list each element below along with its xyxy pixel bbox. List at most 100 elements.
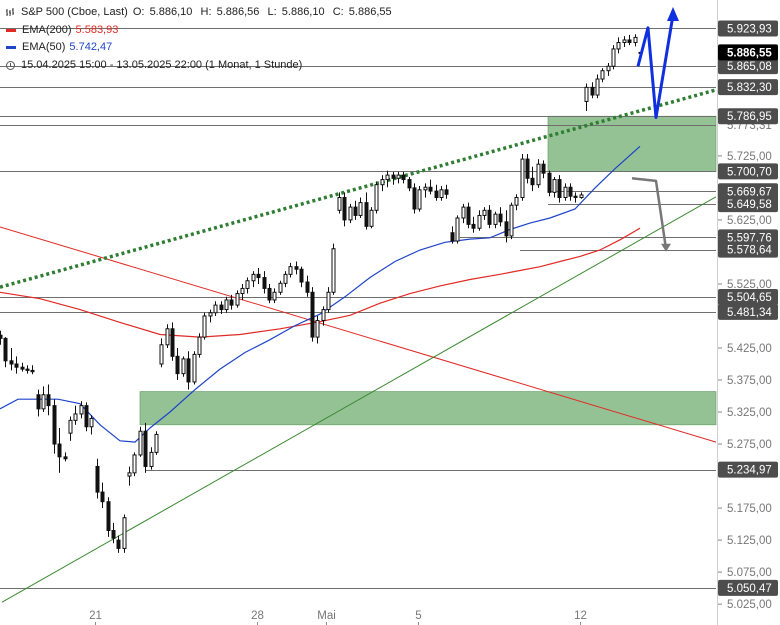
level-tag-bg xyxy=(718,461,778,478)
level-tag-bg xyxy=(718,288,778,305)
candle xyxy=(461,203,466,224)
candle xyxy=(541,160,546,179)
candle xyxy=(493,211,498,229)
candle xyxy=(36,389,41,417)
candle xyxy=(46,384,51,416)
candle-body xyxy=(256,273,261,279)
ema50-swatch xyxy=(6,46,16,50)
candle-body xyxy=(229,299,234,306)
level-tag: 5.504,65 xyxy=(718,288,778,305)
level-tag-text: 5.481,34 xyxy=(727,307,772,319)
candle xyxy=(396,171,401,184)
candle xyxy=(595,74,600,99)
zones-layer xyxy=(139,115,717,426)
candle-body xyxy=(278,282,283,293)
low-label: L: xyxy=(267,6,277,18)
candle xyxy=(132,452,137,477)
candle-body xyxy=(616,42,621,50)
ema200-swatch xyxy=(6,28,16,32)
candle-body xyxy=(288,266,293,275)
candle xyxy=(520,153,525,201)
candle-body xyxy=(471,223,476,229)
candle xyxy=(116,535,121,553)
candle-body xyxy=(46,394,51,407)
candle xyxy=(267,283,272,304)
candle xyxy=(68,416,73,441)
ema200-value: 5.583,93 xyxy=(75,23,119,36)
price-tick-label: 5.175,00 xyxy=(727,503,772,515)
candle xyxy=(310,287,315,342)
candle-body xyxy=(305,281,310,293)
candle xyxy=(600,68,605,83)
candle xyxy=(471,216,476,233)
candle-body xyxy=(482,209,487,216)
candle xyxy=(30,365,35,375)
candle-body xyxy=(175,355,180,375)
candle-body xyxy=(466,206,471,225)
level-tag: 5.700,70 xyxy=(718,163,778,180)
candle-body xyxy=(95,465,100,493)
candle xyxy=(428,179,433,195)
close-value: 5.886,55 xyxy=(348,6,392,18)
candle-body xyxy=(536,163,541,186)
candle-body xyxy=(401,174,406,181)
candle xyxy=(229,294,234,310)
candle xyxy=(111,522,116,544)
candle xyxy=(353,200,358,220)
candle xyxy=(106,497,111,537)
ema50-value: 5.742,47 xyxy=(69,41,113,53)
level-tag-text: 5.597,76 xyxy=(727,232,772,244)
price-axis[interactable]: 5.725,00 5.625,00 5.525,00 5.425,00 5.375,00… xyxy=(717,0,779,625)
level-tag: 5.597,76 xyxy=(718,229,778,246)
candle-body xyxy=(434,190,439,199)
candle xyxy=(611,45,616,70)
time-axis[interactable]: 21 28 Mai 5 12 xyxy=(89,610,587,625)
bullish-arrow-head xyxy=(667,6,679,21)
support-resistance-zone xyxy=(547,115,717,172)
low-value: 5.886,10 xyxy=(281,6,325,18)
candle xyxy=(127,466,132,486)
candle-body xyxy=(63,456,68,460)
candle-body xyxy=(627,39,632,44)
price-tick-label: 5.425,00 xyxy=(727,343,772,355)
candle-body xyxy=(396,174,401,179)
price-tick-label: 5.725,00 xyxy=(727,151,772,163)
candle xyxy=(525,153,530,184)
candle-body xyxy=(235,293,240,306)
candle-body xyxy=(138,430,143,456)
candle-body xyxy=(73,413,78,421)
candle-body xyxy=(477,214,482,229)
candle-body xyxy=(36,394,41,410)
level-tag-text: 5.234,97 xyxy=(727,465,772,477)
candle-body xyxy=(219,304,224,311)
candle-body xyxy=(321,309,326,321)
candle xyxy=(3,337,8,368)
candle-body xyxy=(326,291,331,311)
candle-body xyxy=(294,266,299,270)
candle-body xyxy=(315,319,320,338)
candle-body xyxy=(106,501,111,532)
level-tag: 5.865,08 xyxy=(718,58,778,75)
candle-body xyxy=(116,539,121,549)
candle xyxy=(202,312,207,340)
candle-body xyxy=(127,472,132,477)
support-resistance-zone xyxy=(139,391,717,426)
candle-body xyxy=(358,202,363,216)
candle-body xyxy=(407,179,412,189)
price-tick-label: 5.075,00 xyxy=(727,567,772,579)
candle-body xyxy=(461,206,466,219)
level-tag-text: 5.865,08 xyxy=(727,61,772,73)
candle xyxy=(423,183,428,198)
candle-body xyxy=(412,187,417,210)
candle-body xyxy=(520,158,525,199)
price-tick-label: 5.325,00 xyxy=(727,407,772,419)
candle xyxy=(498,207,503,227)
green-dotted-resistance xyxy=(0,88,717,289)
candle-body xyxy=(3,337,8,362)
candle-body xyxy=(633,36,638,44)
level-tag: 5.923,93 xyxy=(718,20,778,37)
level-tag-bg xyxy=(718,108,778,125)
candle xyxy=(407,177,412,192)
candle-body xyxy=(622,39,627,44)
